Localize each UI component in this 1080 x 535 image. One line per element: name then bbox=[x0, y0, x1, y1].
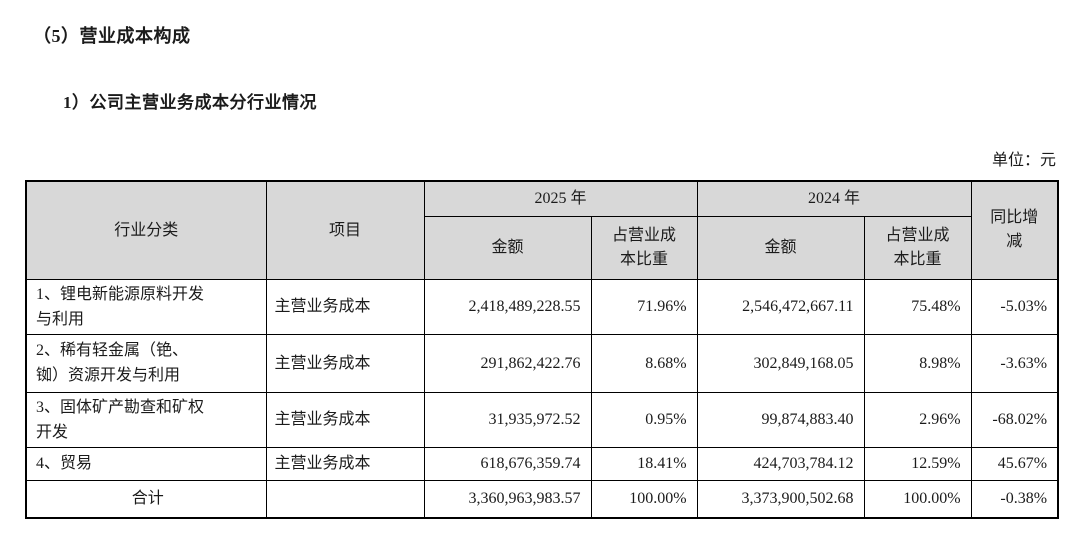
amount-2024-cell: 424,703,784.12 bbox=[696, 446, 865, 481]
industry-cell: 2、稀有轻金属（铯、 铷）资源开发与利用 bbox=[25, 333, 267, 393]
industry-cell: 1、锂电新能源原料开发 与利用 bbox=[25, 278, 267, 335]
yoy-cell: -68.02% bbox=[970, 391, 1059, 448]
industry-cell: 4、贸易 bbox=[25, 446, 267, 481]
header-row-years: 行业分类 项目 2025 年 2024 年 同比增减 bbox=[25, 180, 1059, 280]
ratio-2024-cell: 100.00% bbox=[863, 479, 972, 519]
header-yoy-change: 同比增减 bbox=[970, 180, 1059, 280]
ratio-2024-cell: 2.96% bbox=[863, 391, 972, 448]
item-cell: 主营业务成本 bbox=[265, 446, 425, 481]
amount-2025-cell: 618,676,359.74 bbox=[423, 446, 592, 481]
yoy-cell: 45.67% bbox=[970, 446, 1059, 481]
total-label-cell: 合计 bbox=[25, 479, 267, 519]
amount-2024-cell: 2,546,472,667.11 bbox=[696, 278, 865, 335]
industry-cell: 3、固体矿产勘查和矿权 开发 bbox=[25, 391, 267, 448]
header-industry: 行业分类 bbox=[25, 180, 267, 280]
table-row: 2、稀有轻金属（铯、 铷）资源开发与利用 主营业务成本 291,862,422.… bbox=[25, 333, 1059, 393]
amount-2024-cell: 99,874,883.40 bbox=[696, 391, 865, 448]
header-row-measures: 金额 占营业成本比重 金额 占营业成本比重 bbox=[26, 215, 1058, 280]
item-cell: 主营业务成本 bbox=[265, 391, 425, 448]
header-ratio-2024-label: 占营业成本比重 bbox=[885, 226, 950, 268]
header-ratio-2024: 占营业成本比重 bbox=[863, 215, 972, 280]
amount-2024-cell: 302,849,168.05 bbox=[696, 333, 865, 393]
item-cell: 主营业务成本 bbox=[265, 278, 425, 335]
ratio-2025-cell: 0.95% bbox=[590, 391, 698, 448]
subsection-title: 1）公司主营业务成本分行业情况 bbox=[63, 93, 317, 112]
ratio-2025-cell: 18.41% bbox=[590, 446, 698, 481]
table-row: 1、锂电新能源原料开发 与利用 主营业务成本 2,418,489,228.55 … bbox=[25, 278, 1059, 335]
yoy-cell: -5.03% bbox=[970, 278, 1059, 335]
amount-2025-cell: 31,935,972.52 bbox=[423, 391, 592, 448]
yoy-cell: -3.63% bbox=[970, 333, 1059, 393]
item-cell: 主营业务成本 bbox=[265, 333, 425, 393]
header-year-2025: 2025 年 bbox=[423, 180, 698, 217]
ratio-2025-cell: 8.68% bbox=[590, 333, 698, 393]
yoy-cell: -0.38% bbox=[970, 479, 1059, 519]
header-year-2024: 2024 年 bbox=[696, 180, 972, 217]
section-title: （5）营业成本构成 bbox=[33, 26, 191, 46]
table-row: 4、贸易 主营业务成本 618,676,359.74 18.41% 424,70… bbox=[25, 446, 1059, 481]
ratio-2024-cell: 12.59% bbox=[863, 446, 972, 481]
amount-2024-cell: 3,373,900,502.68 bbox=[696, 479, 865, 519]
table-row: 3、固体矿产勘查和矿权 开发 主营业务成本 31,935,972.52 0.95… bbox=[25, 391, 1059, 448]
header-yoy-change-label: 同比增减 bbox=[990, 209, 1039, 251]
unit-note: 单位：元 bbox=[991, 152, 1056, 169]
cost-by-industry-table: 行业分类 项目 2025 年 2024 年 同比增减 金额 占营业成本比重 金额… bbox=[25, 180, 1060, 519]
header-amount-2025: 金额 bbox=[423, 215, 592, 280]
total-row: 合计 3,360,963,983.57 100.00% 3,373,900,50… bbox=[25, 479, 1059, 519]
ratio-2025-cell: 100.00% bbox=[590, 479, 698, 519]
header-amount-2024: 金额 bbox=[696, 215, 865, 280]
header-ratio-2025-label: 占营业成本比重 bbox=[611, 226, 676, 268]
ratio-2024-cell: 8.98% bbox=[863, 333, 972, 393]
ratio-2025-cell: 71.96% bbox=[590, 278, 698, 335]
ratio-2024-cell: 75.48% bbox=[863, 278, 972, 335]
amount-2025-cell: 3,360,963,983.57 bbox=[423, 479, 592, 519]
item-cell bbox=[265, 479, 425, 519]
amount-2025-cell: 291,862,422.76 bbox=[423, 333, 592, 393]
header-item: 项目 bbox=[265, 180, 425, 280]
header-ratio-2025: 占营业成本比重 bbox=[590, 215, 698, 280]
amount-2025-cell: 2,418,489,228.55 bbox=[423, 278, 592, 335]
